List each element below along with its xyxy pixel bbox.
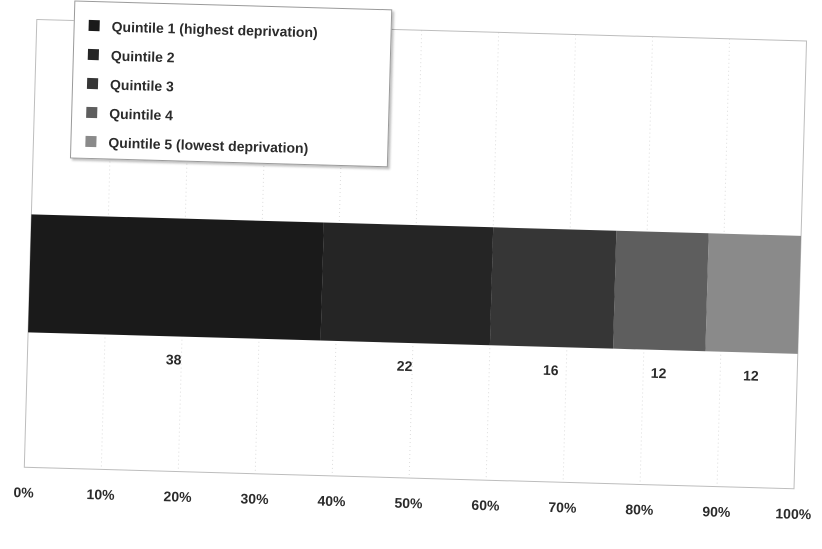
data-label-quintile-4: 12: [651, 365, 667, 381]
bar-segments: [28, 214, 802, 354]
data-label-quintile-2: 22: [397, 358, 413, 374]
bar-segment-quintile-1: [28, 214, 324, 341]
x-tick-label: 30%: [240, 490, 269, 507]
x-tick-label: 100%: [775, 505, 812, 522]
legend-swatch-quintile-2: [87, 48, 100, 61]
x-tick-label: 70%: [548, 499, 577, 516]
x-tick-label: 60%: [471, 497, 500, 514]
legend-swatch-quintile-3: [86, 77, 99, 90]
data-label-quintile-1: 38: [166, 351, 182, 367]
bar-segment-quintile-4: [613, 230, 709, 352]
x-tick-label: 0%: [13, 484, 34, 501]
x-tick-label: 50%: [394, 495, 423, 512]
bar-segment-quintile-5: [705, 233, 802, 354]
data-label-quintile-5: 12: [743, 367, 759, 383]
data-labels: 38 22 16 12 12: [166, 351, 760, 384]
x-axis-ticks: 0% 10% 20% 30% 40% 50% 60% 70% 80% 90% 100%: [13, 484, 812, 522]
data-label-quintile-3: 16: [543, 362, 559, 378]
legend-label-quintile-1: Quintile 1 (highest deprivation): [111, 18, 318, 40]
legend-label-quintile-4: Quintile 4: [109, 105, 174, 123]
legend-swatch-quintile-5: [85, 135, 97, 148]
legend-swatch-quintile-4: [86, 106, 98, 119]
legend-label-quintile-3: Quintile 3: [109, 76, 175, 94]
x-tick-label: 20%: [163, 488, 192, 505]
legend: Quintile 1 (highest deprivation) Quintil…: [69, 0, 393, 168]
x-tick-label: 40%: [317, 492, 346, 509]
bar-segment-quintile-2: [320, 222, 494, 346]
x-tick-label: 80%: [625, 501, 654, 518]
x-tick-label: 10%: [86, 486, 115, 503]
x-tick-label: 90%: [702, 503, 731, 520]
legend-swatch-quintile-1: [88, 19, 100, 32]
legend-label-quintile-2: Quintile 2: [110, 47, 175, 65]
legend-label-quintile-5: Quintile 5 (lowest deprivation): [108, 134, 309, 156]
bar-segment-quintile-3: [489, 227, 617, 349]
